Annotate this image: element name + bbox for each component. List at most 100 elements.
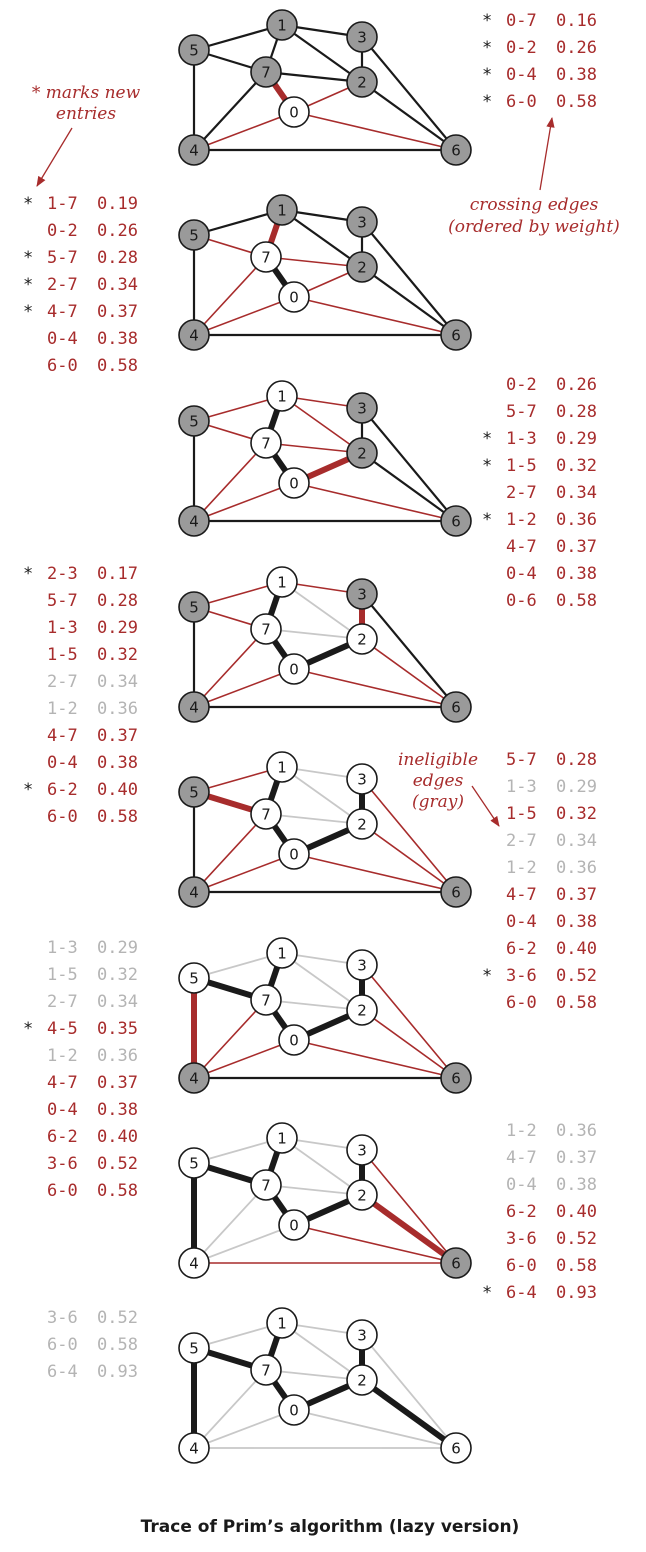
- annotation-ineligible-line1: ineligible: [398, 750, 478, 770]
- edge-ineligible-2-7: [265, 999, 363, 1011]
- pq-entry-weight: 0.58: [97, 1335, 138, 1355]
- annotation-crossing-edges: crossing edges (ordered by weight): [448, 116, 620, 237]
- pq-entry: * 6-2 0.40: [23, 780, 138, 800]
- edge-crossing-1-2: [281, 395, 363, 454]
- vertex-2: [346, 251, 378, 283]
- pq-entry-edge: 1-3: [47, 618, 78, 638]
- pq-entry: 6-0 0.58: [47, 1181, 138, 1201]
- priority-queue-lists: * 0-7 0.16 * 0-2 0.26 * 0-4 0.38 * 6-0 0.58 * 1-7 0.19…: [23, 11, 597, 1382]
- pq-entry-edge: 0-4: [47, 753, 78, 773]
- vertex-6: [440, 876, 472, 908]
- edge-tree-6-2: [359, 1377, 459, 1451]
- edge-crossing-6-0: [293, 482, 457, 522]
- pq-entry: * 0-7 0.16: [482, 11, 597, 31]
- vertex-label-5: 5: [189, 784, 199, 802]
- vertex-0: [278, 653, 310, 685]
- pq-entry-weight: 0.26: [556, 38, 597, 58]
- vertex-4: [178, 505, 210, 537]
- edge-crossing-6-2: [361, 1009, 457, 1079]
- pq-entry-weight: 0.28: [97, 248, 138, 268]
- vertex-label-3: 3: [357, 771, 367, 789]
- edge-crossing-4-7: [193, 628, 267, 708]
- pq-entry-weight: 0.38: [556, 65, 597, 85]
- vertex-4: [178, 1247, 210, 1279]
- vertex-label-3: 3: [357, 29, 367, 47]
- vertex-label-7: 7: [261, 992, 271, 1010]
- edge-unseen-3-6: [360, 406, 458, 523]
- pq-entry: 3-6 0.52: [47, 1308, 138, 1328]
- vertex-5: [178, 591, 210, 623]
- pq-entry-edge: 0-6: [506, 591, 537, 611]
- annotation-new-entries-line1: * marks new: [32, 83, 141, 103]
- pq-entry-weight: 0.37: [97, 302, 138, 322]
- pq-entry-weight: 0.34: [556, 483, 597, 503]
- pq-entry: * 2-7 0.34: [23, 275, 138, 295]
- vertex-label-7: 7: [261, 1177, 271, 1195]
- new-entry-marker: *: [482, 966, 492, 986]
- pq-entry-weight: 0.26: [97, 221, 138, 241]
- edge-crossing-3-6: [361, 964, 457, 1079]
- vertex-label-0: 0: [289, 475, 299, 493]
- edge-unseen-6-2: [360, 265, 458, 337]
- pq-entry-weight: 0.16: [556, 11, 597, 31]
- vertex-label-5: 5: [189, 599, 199, 617]
- pq-entry: 6-0 0.58: [47, 1335, 138, 1355]
- vertex-label-5: 5: [189, 227, 199, 245]
- vertex-5: [178, 1332, 210, 1364]
- pq-entry: * 6-4 0.93: [482, 1283, 597, 1303]
- pq-entry-edge: 6-0: [47, 807, 78, 827]
- pq-entry-edge: 2-7: [506, 831, 537, 851]
- edge-crossing-0-4: [193, 111, 295, 151]
- vertex-label-2: 2: [357, 816, 367, 834]
- vertex-label-1: 1: [277, 202, 287, 220]
- vertex-0: [278, 1024, 310, 1056]
- vertex-1: [266, 380, 298, 412]
- vertex-label-6: 6: [451, 1070, 461, 1088]
- pq-entry: 5-7 0.28: [506, 402, 597, 422]
- pq-list-step-6: 1-3 0.29 1-5 0.32 2-7 0.34 * 4-5 0.35 1-2 0.36 4-7 0…: [23, 938, 138, 1201]
- pq-list-step-3: 0-2 0.26 5-7 0.28 * 1-3 0.29 * 1-5 0.32 2-7 0.34 * 1-…: [482, 375, 597, 611]
- graph-panel-step-7: 0 1 2 3 4 5 6 7: [178, 1122, 472, 1279]
- vertex-3: [346, 21, 378, 53]
- vertex-0: [278, 467, 310, 499]
- pq-entry: 6-2 0.40: [506, 939, 597, 959]
- new-entry-marker: *: [23, 564, 33, 584]
- vertex-7: [250, 1354, 282, 1386]
- annotation-ineligible-arrow: [471, 785, 500, 827]
- edge-ineligible-2-7: [265, 1369, 363, 1381]
- vertex-3: [346, 578, 378, 610]
- new-entry-marker: *: [482, 38, 492, 58]
- edge-ineligible-1-2: [281, 1137, 363, 1196]
- new-entry-marker: *: [23, 248, 33, 268]
- vertex-label-1: 1: [277, 388, 287, 406]
- pq-entry-edge: 3-6: [506, 1229, 537, 1249]
- pq-entry: * 5-7 0.28: [23, 248, 138, 268]
- pq-entry: * 1-2 0.36: [482, 510, 597, 530]
- vertex-label-3: 3: [357, 1142, 367, 1160]
- pq-entry-edge: 3-6: [47, 1308, 78, 1328]
- pq-entry-edge: 1-5: [47, 965, 78, 985]
- vertex-7: [250, 241, 282, 273]
- vertex-5: [178, 962, 210, 994]
- pq-entry-edge: 0-4: [506, 912, 537, 932]
- pq-entry-weight: 0.34: [97, 275, 138, 295]
- vertex-4: [178, 691, 210, 723]
- vertex-label-6: 6: [451, 1255, 461, 1273]
- pq-entry: 6-0 0.58: [506, 993, 597, 1013]
- vertex-label-5: 5: [189, 413, 199, 431]
- vertex-3: [346, 1319, 378, 1351]
- vertex-0: [278, 838, 310, 870]
- vertex-label-7: 7: [261, 621, 271, 639]
- vertex-label-5: 5: [189, 970, 199, 988]
- pq-entry: 0-2 0.26: [47, 221, 138, 241]
- vertex-6: [440, 134, 472, 166]
- pq-entry-edge: 6-0: [506, 92, 537, 112]
- pq-entry-edge: 4-5: [47, 1019, 78, 1039]
- vertex-5: [178, 776, 210, 808]
- vertex-label-1: 1: [277, 759, 287, 777]
- pq-entry-edge: 1-7: [47, 194, 78, 214]
- edge-unseen-6-2: [360, 80, 458, 152]
- pq-entry-weight: 0.37: [556, 537, 597, 557]
- new-entry-marker: *: [23, 194, 33, 214]
- pq-entry-edge: 5-7: [506, 402, 537, 422]
